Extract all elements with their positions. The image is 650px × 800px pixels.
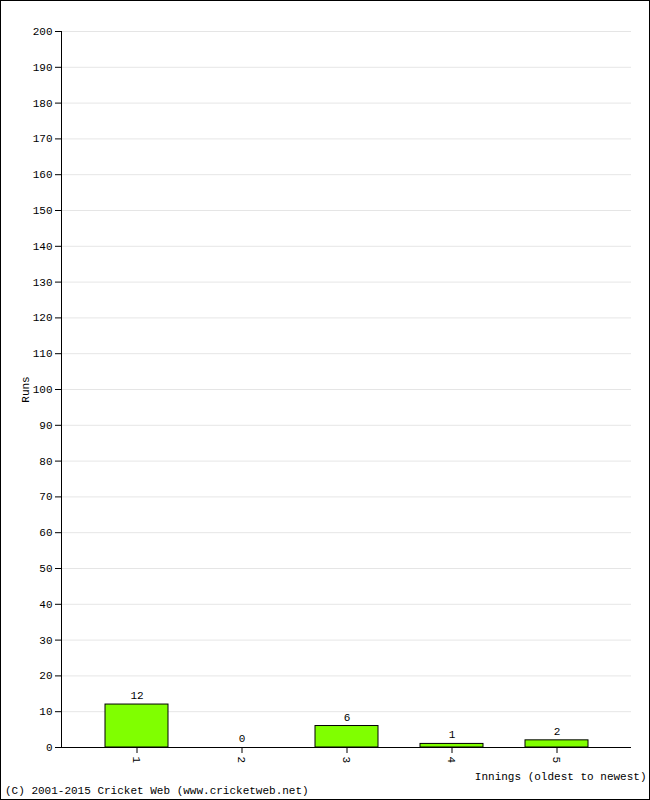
svg-text:120: 120	[33, 312, 53, 324]
svg-text:100: 100	[33, 384, 53, 396]
svg-text:0: 0	[239, 733, 246, 745]
svg-text:200: 200	[33, 26, 53, 38]
svg-text:40: 40	[39, 599, 52, 611]
html-text:(C) 2001-2015 Cricket Web (www: (C) 2001-2015 Cricket Web (www.cricketwe…	[5, 785, 309, 797]
svg-text:160: 160	[33, 169, 53, 181]
svg-text:5: 5	[550, 757, 562, 764]
svg-text:6: 6	[344, 712, 351, 724]
svg-text:60: 60	[39, 527, 52, 539]
svg-text:170: 170	[33, 133, 53, 145]
svg-text:110: 110	[33, 348, 53, 360]
svg-text:10: 10	[39, 706, 52, 718]
svg-text:190: 190	[33, 62, 53, 74]
svg-text:90: 90	[39, 420, 52, 432]
svg-text:70: 70	[39, 491, 52, 503]
svg-text:12: 12	[130, 690, 143, 702]
svg-text:2: 2	[554, 726, 561, 738]
svg-text:140: 140	[33, 241, 53, 253]
svg-text:0: 0	[46, 742, 53, 754]
svg-text:3: 3	[340, 757, 352, 764]
svg-text:4: 4	[445, 757, 457, 764]
svg-text:80: 80	[39, 456, 52, 468]
svg-text:Innings (oldest to newest): Innings (oldest to newest)	[475, 771, 647, 783]
svg-text:30: 30	[39, 635, 52, 647]
svg-text:150: 150	[33, 205, 53, 217]
svg-text:130: 130	[33, 277, 53, 289]
svg-text:20: 20	[39, 670, 52, 682]
svg-text:1: 1	[449, 729, 456, 741]
svg-text:Runs: Runs	[20, 376, 32, 402]
svg-text:50: 50	[39, 563, 52, 575]
svg-text:2: 2	[235, 757, 247, 764]
svg-text:180: 180	[33, 98, 53, 110]
svg-text:1: 1	[130, 757, 142, 764]
